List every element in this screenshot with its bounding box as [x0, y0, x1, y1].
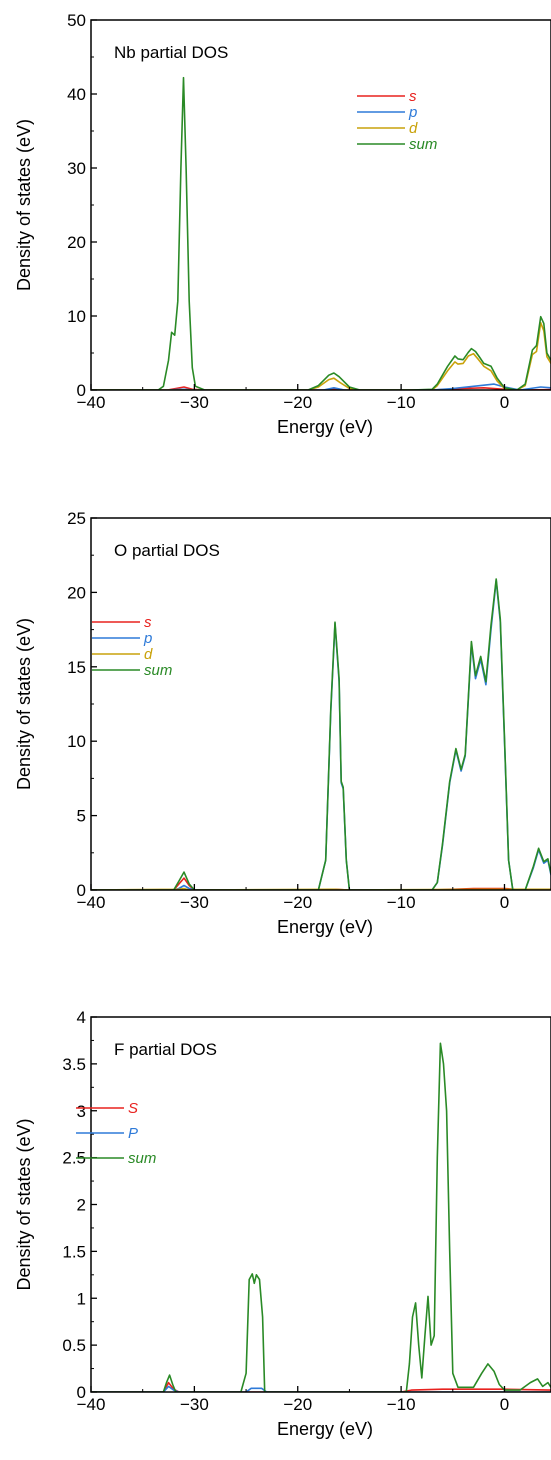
f-y-tick-label: 2.5: [62, 1149, 86, 1168]
f-series-s-line: [91, 1381, 551, 1392]
f-x-tick-label: −20: [283, 1395, 312, 1414]
o-x-tick-label: −10: [387, 893, 416, 912]
f-y-tick-label: 2: [77, 1196, 86, 1215]
f-series-sum-line: [91, 1042, 551, 1392]
nb-panel: −40 −30 −20 −10 0 0 10 20 30 40 50 Energy (eV) Densi…: [14, 11, 551, 437]
o-x-tick-label: −20: [283, 893, 312, 912]
f-series-group: [91, 1042, 551, 1392]
nb-y-tick-label: 40: [67, 85, 86, 104]
o-legend-label-sum: sum: [144, 662, 172, 679]
f-y-tick-label: 1: [77, 1289, 86, 1308]
nb-series-sum-line: [91, 76, 551, 390]
o-y-tick-label: 10: [67, 732, 86, 751]
nb-series-s-line: [91, 386, 551, 390]
f-legend-label-sum: sum: [128, 1150, 156, 1167]
f-legend-label-p: P: [128, 1125, 138, 1142]
nb-legend-label-d: d: [409, 120, 418, 137]
o-x-tick-label: 0: [500, 893, 509, 912]
o-series-sum-line: [91, 578, 551, 890]
o-x-axis-label: Energy (eV): [277, 917, 373, 937]
o-x-tick-label: −40: [77, 893, 106, 912]
f-x-tick-label: −30: [180, 1395, 209, 1414]
o-y-tick-label: 15: [67, 658, 86, 677]
nb-y-tick-label: 20: [67, 233, 86, 252]
nb-plot-frame: [90, 19, 551, 391]
o-y-tick-label: 0: [77, 881, 86, 900]
f-y-tick-label: 3: [77, 1102, 86, 1121]
o-panel-title: O partial DOS: [114, 541, 220, 560]
f-y-axis-label: Density of states (eV): [14, 1118, 34, 1290]
o-y-tick-label: 5: [77, 807, 86, 826]
nb-legend-label-sum: sum: [409, 136, 437, 153]
nb-series-group: [91, 76, 551, 390]
f-y-tick-label: 0: [77, 1383, 86, 1402]
f-y-tick-label: 0.5: [62, 1336, 86, 1355]
f-y-tick-label: 1.5: [62, 1242, 86, 1261]
o-legend-label-p: p: [143, 630, 152, 647]
f-panel-title: F partial DOS: [114, 1040, 217, 1059]
nb-x-tick-label: 0: [500, 393, 509, 412]
o-plot-frame: [90, 517, 551, 891]
nb-legend-label-s: s: [409, 88, 417, 105]
nb-panel-title: Nb partial DOS: [114, 43, 228, 62]
f-x-tick-label: −10: [387, 1395, 416, 1414]
f-series-p-line: [91, 1385, 551, 1392]
o-panel: −40 −30 −20 −10 0 0 5 10 15 20 25 Energy (eV) Densit…: [14, 509, 551, 937]
nb-y-tick-label: 30: [67, 159, 86, 178]
o-y-tick-label: 25: [67, 509, 86, 528]
nb-y-tick-label: 10: [67, 307, 86, 326]
f-plot-frame: [90, 1016, 551, 1393]
o-legend-label-s: s: [144, 614, 152, 631]
nb-x-axis-label: Energy (eV): [277, 417, 373, 437]
f-x-tick-label: −40: [77, 1395, 106, 1414]
nb-x-tick-label: −10: [387, 393, 416, 412]
nb-y-axis-label: Density of states (eV): [14, 119, 34, 291]
nb-legend-label-p: p: [408, 104, 417, 121]
nb-y-tick-label: 50: [67, 11, 86, 30]
f-x-axis-label: Energy (eV): [277, 1419, 373, 1439]
nb-x-tick-label: −30: [180, 393, 209, 412]
f-y-tick-label: 3.5: [62, 1055, 86, 1074]
o-y-tick-label: 20: [67, 583, 86, 602]
nb-y-tick-label: 0: [77, 381, 86, 400]
o-series-group: [91, 578, 551, 890]
nb-series-d-line: [91, 321, 551, 390]
f-x-tick-label: 0: [500, 1395, 509, 1414]
o-legend-label-d: d: [144, 646, 153, 663]
nb-x-tick-label: −40: [77, 393, 106, 412]
f-panel: −40 −30 −20 −10 0 0 0.5 1 1.5 2 2.5 3 3.5 4 Energy (eV…: [14, 1008, 551, 1439]
nb-x-tick-label: −20: [283, 393, 312, 412]
o-x-tick-label: −30: [180, 893, 209, 912]
f-y-tick-label: 4: [77, 1008, 86, 1027]
f-legend-label-s: S: [128, 1100, 138, 1117]
o-y-axis-label: Density of states (eV): [14, 618, 34, 790]
o-series-p-line: [91, 579, 551, 890]
